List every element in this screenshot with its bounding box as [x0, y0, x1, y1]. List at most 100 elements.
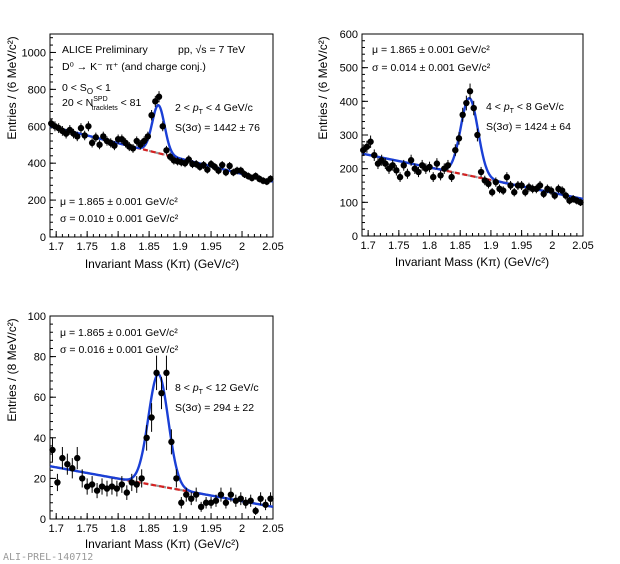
panel-top-left: 0 200 400 600 800 1000 1.7 1.75 1.8 1.85 1.9 1.95 2… — [5, 33, 284, 271]
data-point — [79, 475, 86, 482]
data-point — [49, 446, 56, 454]
data-point — [404, 170, 411, 177]
data-point — [363, 143, 371, 150]
x-tick-label: 2 — [239, 523, 245, 535]
data-point — [247, 497, 254, 504]
figure-id-label: ALI-PREL-140712 — [3, 552, 93, 563]
data-point — [466, 88, 474, 95]
y-tick-label: 0 — [352, 231, 358, 243]
data-point — [178, 499, 185, 506]
data-point — [396, 173, 404, 181]
y-tick-label: 40 — [34, 433, 46, 445]
data-point — [159, 123, 166, 130]
x-axis-label: Invariant Mass (Kπ) (GeV/c²) — [395, 255, 549, 269]
data-point — [522, 189, 529, 196]
data-point — [371, 152, 378, 159]
y-axis-label: Entries / (8 MeV/c²) — [5, 318, 19, 421]
data-point — [507, 182, 514, 189]
x-tick-label: 1.9 — [172, 241, 187, 253]
data-point — [415, 168, 422, 176]
data-point — [540, 190, 547, 198]
data-point — [200, 161, 207, 169]
data-point — [59, 454, 66, 462]
data-point — [470, 104, 477, 112]
data-point — [477, 168, 485, 176]
signal-label: S(3σ) = 1442 ± 76 — [175, 122, 260, 134]
data-point — [212, 497, 220, 504]
y-tick-label: 0 — [40, 514, 46, 526]
y-axis-label: Entries / (6 MeV/c²) — [316, 36, 330, 139]
data-point — [123, 489, 131, 496]
data-point — [389, 162, 396, 169]
x-tick-label: 1.8 — [110, 241, 125, 253]
data-point — [400, 162, 407, 169]
data-point — [168, 438, 175, 446]
x-tick-label: 2 — [239, 241, 245, 253]
data-point — [183, 491, 190, 498]
data-point — [518, 182, 525, 189]
data-point — [202, 499, 210, 506]
data-point — [185, 156, 192, 163]
x-tick-label: 1.75 — [76, 241, 97, 253]
data-point — [459, 111, 466, 119]
data-point — [129, 145, 137, 152]
x-tick-label: 1.85 — [138, 523, 159, 535]
data-point — [227, 491, 235, 498]
data-point — [219, 161, 226, 169]
data-point — [551, 192, 558, 199]
y-tick-label: 400 — [28, 158, 46, 170]
y-tick-label: 0 — [40, 232, 46, 244]
data-point — [92, 134, 100, 141]
data-point — [83, 483, 91, 490]
total-fit-curve — [361, 96, 584, 201]
x-axis-label: Invariant Mass (Kπ) (GeV/c²) — [85, 537, 239, 551]
data-point — [217, 491, 225, 498]
data-point — [474, 131, 481, 139]
x-tick-label: 1.85 — [138, 241, 159, 253]
data-point — [173, 475, 180, 482]
x-tick-label: 2.05 — [262, 523, 283, 535]
data-point — [93, 487, 101, 494]
sigma-label: σ = 0.016 ± 0.001 GeV/c² — [60, 344, 179, 356]
y-axis-label: Entries / (6 MeV/c²) — [5, 36, 19, 139]
y-tick-label: 500 — [340, 63, 358, 75]
data-point — [96, 141, 103, 148]
data-point — [207, 499, 215, 506]
x-tick-label: 1.7 — [49, 241, 64, 253]
y-tick-label: 600 — [340, 29, 358, 41]
x-tick-label: 1.8 — [110, 523, 125, 535]
data-point — [133, 481, 140, 488]
y-tick-label: 60 — [34, 392, 46, 404]
data-point — [197, 503, 205, 511]
pt-range-label: 8 < pT < 12 GeV/c — [175, 382, 259, 396]
y-tick-label: 80 — [34, 352, 46, 364]
data-point — [407, 157, 415, 164]
x-tick-label: 1.85 — [450, 240, 471, 252]
data-point — [138, 475, 145, 482]
y-tick-label: 1000 — [22, 47, 46, 59]
data-point — [188, 495, 195, 502]
data-point — [455, 135, 463, 142]
data-point — [536, 182, 544, 189]
data-point — [111, 142, 118, 149]
data-point — [492, 178, 500, 186]
y-tick-label: 200 — [340, 164, 358, 176]
collision-label: pp, √s = 7 TeV — [178, 44, 245, 56]
decay-label: D⁰ → K⁻ π⁺ (and charge conj.) — [62, 61, 206, 73]
panel-top-right: 0 100 200 300 400 500 600 1.7 1.75 1.8 1.85 1.9 1.9… — [316, 29, 594, 269]
data-point — [148, 112, 155, 119]
x-tick-label: 1.9 — [483, 240, 498, 252]
pt-range-label: 4 < pT < 8 GeV/c — [486, 101, 564, 115]
y-tick-label: 400 — [340, 96, 358, 108]
data-point — [426, 163, 433, 171]
x-tick-label: 1.95 — [200, 241, 221, 253]
data-point — [547, 187, 555, 194]
data-point — [499, 187, 507, 194]
data-point — [448, 173, 455, 181]
data-point — [257, 495, 264, 502]
pt-range-label: 2 < pT < 4 GeV/c — [175, 102, 253, 116]
data-point — [140, 137, 148, 145]
data-point — [153, 369, 160, 377]
